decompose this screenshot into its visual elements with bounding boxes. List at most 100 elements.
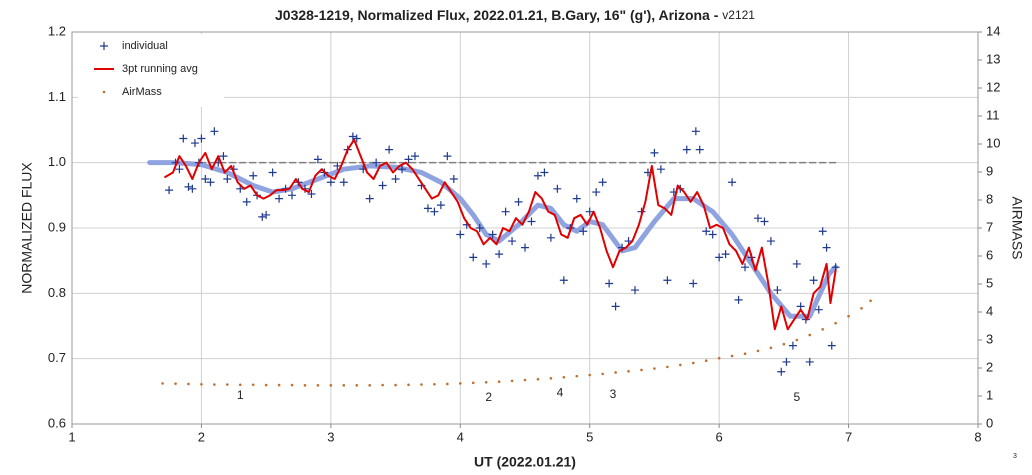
point — [614, 371, 617, 374]
point — [385, 145, 394, 154]
point — [206, 178, 215, 187]
point — [501, 207, 510, 216]
point — [734, 295, 743, 304]
y2-tick-label: 0 — [986, 415, 993, 430]
point — [527, 217, 536, 226]
point — [691, 127, 700, 136]
point — [381, 383, 384, 387]
point — [773, 286, 782, 295]
point — [339, 178, 348, 187]
point — [197, 134, 206, 143]
point — [536, 377, 540, 381]
point — [497, 380, 501, 384]
point — [348, 132, 357, 141]
point — [368, 384, 371, 387]
point — [264, 383, 268, 387]
point — [827, 341, 836, 350]
x-tick-label: 4 — [457, 429, 464, 444]
legend-swatch — [100, 42, 108, 50]
point — [702, 227, 711, 236]
point — [213, 383, 216, 386]
point — [728, 178, 737, 187]
y-axis-label: NORMALIZED FLUX — [19, 162, 35, 294]
point — [663, 276, 672, 285]
point — [533, 171, 542, 180]
point — [814, 305, 823, 314]
corner-note: 3 — [1013, 453, 1017, 460]
point — [449, 175, 458, 183]
point — [691, 361, 695, 365]
point — [326, 178, 335, 187]
point — [756, 349, 760, 353]
point — [161, 382, 164, 385]
x-tick-label: 1 — [68, 429, 75, 444]
point — [210, 127, 219, 136]
point — [708, 230, 717, 239]
point — [407, 383, 410, 387]
point — [365, 194, 374, 203]
point — [410, 152, 419, 161]
point — [469, 253, 478, 262]
y-tick-label: 0.7 — [48, 350, 66, 365]
point — [275, 194, 284, 203]
point — [303, 384, 307, 387]
point — [834, 321, 837, 325]
point — [588, 373, 592, 377]
x-tick-label: 8 — [974, 429, 981, 444]
y2-tick-label: 11 — [986, 107, 1000, 122]
y2-tick-label: 3 — [986, 331, 993, 346]
point — [788, 341, 797, 350]
y2-tick-label: 10 — [986, 135, 1000, 150]
point — [333, 161, 342, 170]
point — [242, 197, 251, 206]
point — [695, 145, 704, 154]
point — [575, 374, 579, 378]
annotation: 5 — [793, 390, 800, 404]
point — [717, 356, 721, 360]
y-tick-label: 0.8 — [48, 285, 66, 300]
point — [521, 243, 529, 252]
point — [627, 370, 630, 373]
point — [611, 302, 620, 311]
y2-axis-label: AIRMASS — [1009, 196, 1025, 259]
point — [420, 383, 423, 386]
point — [482, 259, 491, 268]
point — [313, 155, 322, 164]
point — [488, 230, 497, 239]
point — [631, 286, 640, 295]
title-version: v2121 — [722, 8, 755, 22]
point — [188, 184, 197, 193]
legend-label: AirMass — [122, 86, 162, 98]
point — [471, 381, 475, 385]
point — [514, 197, 523, 206]
title-main: J0328-1219, Normalized Flux, 2022.01.21,… — [275, 7, 722, 23]
y2-tick-label: 9 — [986, 163, 993, 178]
point — [398, 165, 407, 174]
point — [394, 383, 397, 387]
point — [666, 365, 669, 369]
point — [689, 279, 698, 288]
point — [821, 328, 824, 331]
y2-tick-label: 5 — [986, 275, 993, 290]
point — [792, 259, 801, 268]
point — [352, 134, 361, 143]
series-line — [147, 160, 839, 319]
point — [184, 182, 193, 191]
point — [769, 346, 773, 350]
point — [546, 233, 555, 242]
point — [290, 383, 294, 387]
point — [510, 379, 514, 383]
chart-title: J0328-1219, Normalized Flux, 2022.01.21,… — [275, 7, 755, 23]
point — [423, 204, 432, 213]
point — [704, 359, 708, 363]
annotation: 4 — [557, 385, 564, 399]
point — [753, 214, 762, 223]
legend-label: 3pt running avg — [122, 63, 198, 75]
point — [223, 175, 232, 183]
point — [187, 382, 190, 386]
y2-tick-label: 4 — [986, 303, 993, 318]
point — [795, 338, 799, 342]
point — [436, 201, 445, 210]
point — [809, 276, 818, 285]
y2-tick-label: 7 — [986, 219, 993, 234]
